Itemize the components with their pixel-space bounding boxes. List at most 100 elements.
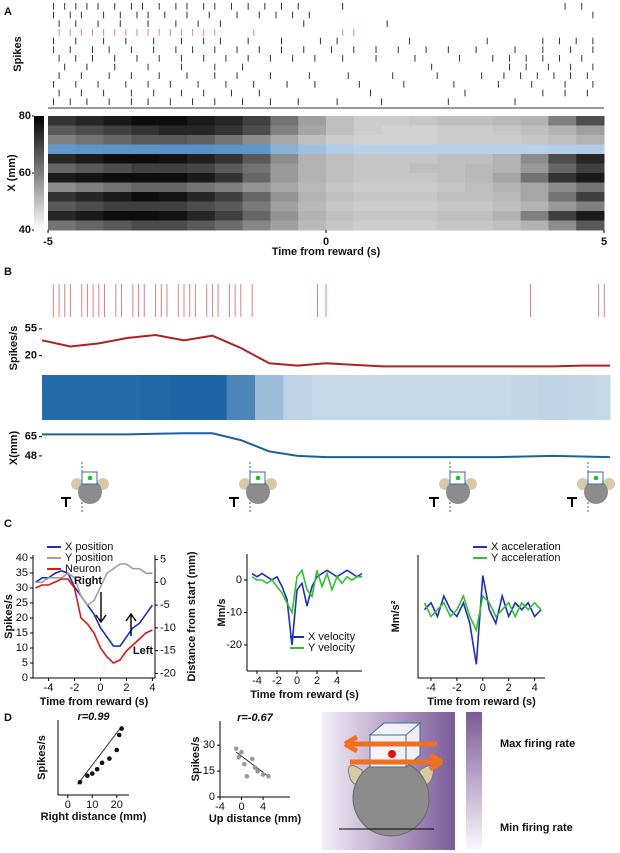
heatmap-cell: [187, 144, 216, 155]
x-axis-label: Time from reward (s): [427, 696, 536, 708]
heatmap-cell: [576, 116, 605, 126]
x-tick-label: 2: [506, 682, 512, 694]
heatmap-cell: [409, 173, 438, 183]
heat-strip-cell: [368, 375, 398, 420]
heatmap-cell: [437, 116, 466, 126]
heatmap-cell: [492, 125, 522, 136]
heatmap-cell: [326, 182, 355, 193]
heatmap-cell: [520, 116, 549, 126]
heatmap-cell: [159, 201, 188, 212]
heatmap-cell: [270, 116, 299, 126]
heatmap-cell: [492, 163, 522, 174]
point: [239, 749, 244, 755]
movement-arrows: [343, 734, 444, 772]
heatmap-cell: [75, 201, 105, 212]
heatmap-cell: [381, 135, 410, 145]
y-tick-label: 15: [16, 627, 28, 639]
annotation: r=0.99: [77, 711, 110, 723]
series-line: [251, 568, 362, 616]
heatmap-cell: [270, 220, 299, 231]
x-tick-label: 0: [97, 682, 103, 694]
mouse-head: [584, 480, 608, 504]
heatmap-cell: [214, 220, 244, 231]
heatmap-cell: [48, 201, 77, 212]
series-line: [35, 563, 153, 607]
heatmap-cell: [131, 116, 160, 126]
maze-symbol: [567, 497, 577, 507]
colorbar: [466, 712, 482, 850]
heatmap-cell: [353, 116, 383, 126]
point: [89, 771, 95, 776]
point: [241, 761, 247, 767]
heatmap-cell: [270, 211, 299, 221]
y2-tick-label: -5: [160, 599, 170, 611]
heatmap-cell: [270, 144, 299, 155]
y-axis-label: Mm/s: [216, 598, 228, 626]
heatmap-cell: [548, 220, 577, 231]
heatmap-cell: [465, 163, 494, 174]
heatmap-cell: [214, 192, 244, 202]
heatmap-cell: [381, 220, 410, 231]
point: [94, 766, 100, 772]
heatmap-cell: [520, 182, 549, 193]
x-tick-label: -2: [452, 682, 462, 694]
heatmap-cell: [159, 116, 188, 126]
heatmap-cell: [131, 163, 160, 174]
heatmap-cell: [353, 201, 383, 212]
heat-strip-cell: [510, 375, 540, 420]
heatmap-cell: [576, 201, 605, 212]
heatmap-cell: [576, 135, 605, 145]
heatmap-cell: [48, 154, 77, 164]
heatmap-cell: [548, 154, 577, 164]
colorbar-tick-label: 60: [19, 167, 31, 179]
heatmap-cell: [520, 135, 549, 145]
heatmap-cell: [576, 220, 605, 231]
heatmap-cell: [131, 144, 160, 155]
point: [236, 754, 242, 760]
y-axis-label: Spikes: [12, 36, 24, 71]
heatmap-cell: [131, 154, 160, 164]
heatmap-cell: [75, 125, 105, 136]
heatmap-cell: [75, 144, 105, 155]
led: [87, 475, 93, 481]
legend-label: Y velocity: [308, 642, 355, 654]
arrow: [95, 592, 107, 624]
heat-strip-cell: [539, 375, 568, 420]
panel-label: A: [4, 6, 12, 18]
heatmap-cell: [437, 125, 466, 136]
heat-strip-cell: [567, 375, 597, 420]
heatmap-cell: [548, 135, 577, 145]
heatmap-cell: [353, 125, 383, 136]
heatmap-cell: [381, 154, 410, 164]
heatmap-cell: [437, 182, 466, 193]
heatmap-cell: [492, 135, 522, 145]
y2-tick-label: -15: [160, 645, 176, 657]
heatmap-cell: [103, 144, 132, 155]
heatmap-cell: [242, 211, 271, 221]
heatmap-cell: [103, 135, 132, 145]
heatmap-cell: [548, 163, 577, 174]
heatmap-cell: [187, 116, 216, 126]
heatmap-cell: [131, 192, 160, 202]
heatmap-cell: [520, 211, 549, 221]
legend-label: Y acceleration: [491, 552, 561, 564]
heatmap-cell: [214, 135, 244, 145]
heatmap-cell: [75, 192, 105, 202]
heatmap-cell: [409, 116, 438, 126]
x-tick-label: 2: [123, 682, 129, 694]
heatmap-cell: [465, 192, 494, 202]
heatmap-cell: [381, 144, 410, 155]
heatmap-cell: [492, 192, 522, 202]
heatmap-cell: [242, 201, 271, 212]
heatmap-cell: [548, 144, 577, 155]
y-tick-label: 30: [203, 739, 215, 751]
heatmap-cell: [548, 201, 577, 212]
legend-label: Y position: [65, 552, 113, 564]
heatmap-cell: [326, 211, 355, 221]
heatmap-cell: [48, 135, 77, 145]
heatmap-cell: [242, 144, 271, 155]
heatmap-cell: [326, 201, 355, 212]
y-tick-label: -20: [226, 639, 242, 651]
y-tick-label: 48: [25, 450, 37, 462]
